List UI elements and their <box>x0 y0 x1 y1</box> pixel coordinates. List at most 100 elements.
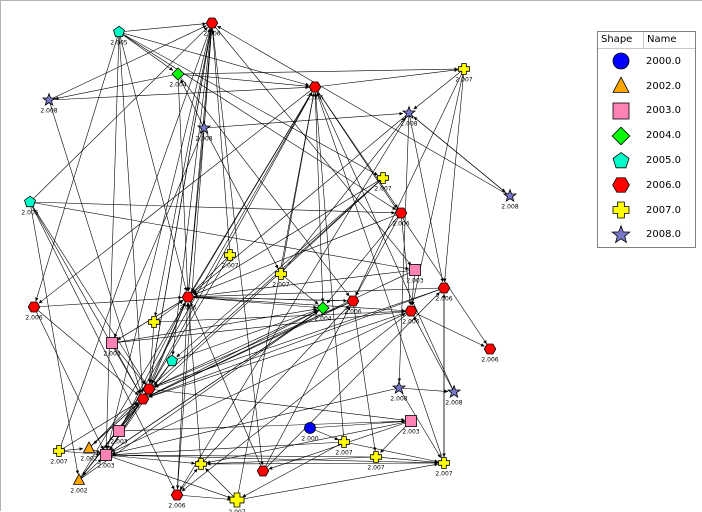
graph-edge <box>443 68 465 283</box>
graph-edge <box>148 310 412 398</box>
graph-node[interactable] <box>148 316 160 328</box>
node-label: 2.006 <box>203 31 220 38</box>
graph-edge <box>151 86 316 384</box>
cross-icon <box>370 451 382 463</box>
node-label: 2.006 <box>179 305 196 312</box>
cross-icon <box>53 445 65 457</box>
graph-edge <box>106 22 213 450</box>
legend-item-name: 2008.0 <box>646 229 681 241</box>
graph-edge <box>58 450 101 456</box>
graph-node[interactable]: 2.008 <box>445 384 463 407</box>
graph-node[interactable]: 2.002 <box>70 473 88 495</box>
star-icon <box>196 120 212 135</box>
graph-edge <box>190 302 264 472</box>
graph-edge <box>147 321 155 384</box>
graph-edge <box>171 309 318 362</box>
graph-node[interactable]: 2.002 <box>80 441 98 463</box>
node-label: 2.000 <box>301 436 318 443</box>
graph-edge <box>171 22 213 356</box>
graph-edge <box>105 454 196 465</box>
graph-node[interactable]: 2.006 <box>344 295 362 316</box>
graph-node[interactable]: 2.003 <box>406 264 424 285</box>
graph-node[interactable]: 2.008 <box>40 92 58 115</box>
graph-edge <box>148 300 354 397</box>
graph-node[interactable]: 2.003 <box>110 425 128 446</box>
graph-edge <box>193 269 416 298</box>
graph-node[interactable] <box>256 465 270 477</box>
graph-node[interactable]: 2.007 <box>374 172 392 193</box>
graph-node[interactable]: 2.008 <box>195 120 213 143</box>
node-label: 2.002 <box>80 456 97 463</box>
graph-node[interactable]: 2.005 <box>21 195 39 217</box>
graph-edge <box>154 287 445 388</box>
node-label: 2.006 <box>25 315 42 322</box>
graph-node[interactable]: 2.006 <box>306 81 324 102</box>
cross-icon <box>275 268 287 280</box>
graph-edge <box>114 127 205 338</box>
graph-node[interactable]: 2.008 <box>390 380 408 403</box>
graph-node[interactable]: 2.004 <box>169 67 187 89</box>
graph-node[interactable]: 2.006 <box>25 301 43 322</box>
graph-node[interactable]: 2.007 <box>455 63 473 84</box>
graph-node[interactable]: 2.005 <box>110 25 128 47</box>
graph-node[interactable]: 2.007 <box>272 268 290 289</box>
graph-edge <box>314 86 325 303</box>
legend-panel: Shape Name 2000.0 2002.0 2003.0 2004.0 2… <box>597 31 696 249</box>
pentagon-icon <box>113 25 125 38</box>
graph-edge <box>104 31 120 450</box>
diamond-icon <box>598 124 643 148</box>
graph-edge <box>192 254 231 293</box>
cross-icon <box>458 63 470 75</box>
graph-node[interactable]: 2.007 <box>367 451 385 472</box>
graph-edge <box>206 456 377 466</box>
graph-edge <box>186 302 202 465</box>
graph-node[interactable]: 2.006 <box>179 291 197 312</box>
node-label: 2.006 <box>435 296 452 303</box>
triangle-shape <box>611 76 630 93</box>
graph-node[interactable]: 2.006 <box>168 489 186 510</box>
graph-node[interactable]: 2.006 <box>402 305 420 326</box>
graph-edge <box>314 68 459 88</box>
graph-node[interactable]: 2.004 <box>314 301 332 323</box>
cross-icon <box>338 436 350 448</box>
graph-node[interactable]: 2.007 <box>335 436 353 457</box>
graph-node[interactable]: 2.000 <box>301 422 319 443</box>
graph-node[interactable]: 2.003 <box>103 337 121 358</box>
hexagon-shape <box>611 177 630 194</box>
graph-edge <box>408 112 444 283</box>
graph-edge <box>78 91 313 481</box>
graph-node[interactable]: 2.007 <box>50 445 68 466</box>
graph-node[interactable]: 2.006 <box>203 17 221 38</box>
graph-node[interactable]: 2.006 <box>481 343 499 364</box>
graph-edge <box>148 307 324 397</box>
graph-edge <box>145 254 231 395</box>
graph-node[interactable] <box>166 354 178 367</box>
cross-icon <box>377 172 389 184</box>
graph-node[interactable]: 2.003 <box>402 415 420 436</box>
legend-row: 2002.0 <box>598 74 695 99</box>
node-label: 2.007 <box>335 450 352 457</box>
diamond-shape <box>611 126 630 146</box>
graph-node[interactable]: 2.003 <box>97 449 115 470</box>
cross-icon <box>148 316 160 328</box>
graph-node[interactable]: 2.008 <box>501 188 519 211</box>
graph-node[interactable]: 2.008 <box>400 105 418 128</box>
graph-node[interactable] <box>136 393 150 405</box>
legend-row: 2004.0 <box>598 123 695 148</box>
graph-edge <box>29 201 80 475</box>
graph-node[interactable]: 2.007 <box>228 492 246 512</box>
graph-node[interactable] <box>195 458 207 470</box>
graph-node[interactable]: 2.006 <box>435 282 453 303</box>
graph-node[interactable] <box>142 383 156 395</box>
legend-header: Shape Name <box>598 32 695 49</box>
circle-icon <box>598 49 643 73</box>
hexagon-icon <box>142 383 156 395</box>
legend-row: 2003.0 <box>598 99 695 124</box>
graph-node[interactable]: 2.007 <box>221 249 239 270</box>
graph-node[interactable]: 2.006 <box>392 207 410 228</box>
legend-row: 2005.0 <box>598 148 695 173</box>
graph-node[interactable]: 2.007 <box>435 457 453 478</box>
star-icon <box>502 188 518 203</box>
